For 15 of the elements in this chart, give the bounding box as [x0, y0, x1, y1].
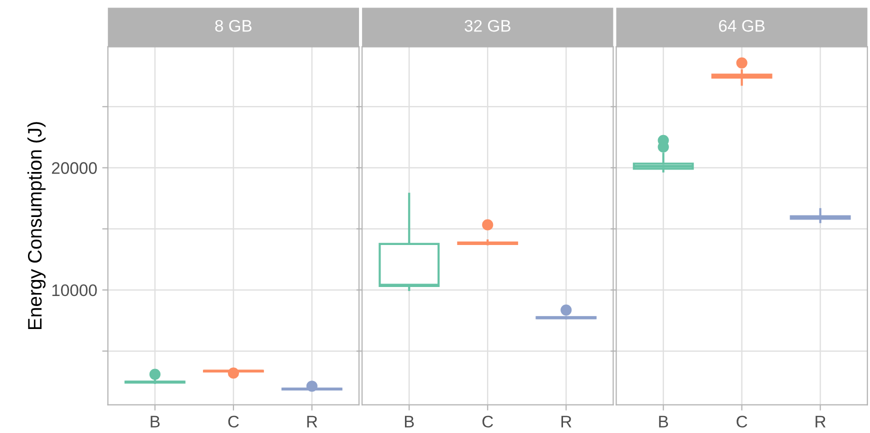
- x-tick-label: B: [150, 416, 160, 428]
- x-tick-label: C: [736, 416, 748, 428]
- y-tick-label: 20000: [52, 162, 97, 174]
- y-tick-label: 10000: [52, 284, 97, 296]
- x-tick-label: C: [228, 416, 239, 428]
- chart-title: 64 GB: [719, 20, 765, 32]
- x-tick-label: R: [816, 416, 826, 428]
- chart-title: 8 GB: [215, 20, 252, 32]
- x-tick-label: B: [404, 416, 414, 428]
- x-tick-label: R: [561, 416, 572, 428]
- x-tick-label: R: [307, 416, 318, 428]
- x-tick-label: B: [659, 416, 668, 428]
- x-tick-label: C: [482, 416, 494, 428]
- y-axis-title: Energy Consumption (J): [27, 122, 46, 330]
- chart-title: 32 GB: [464, 20, 510, 32]
